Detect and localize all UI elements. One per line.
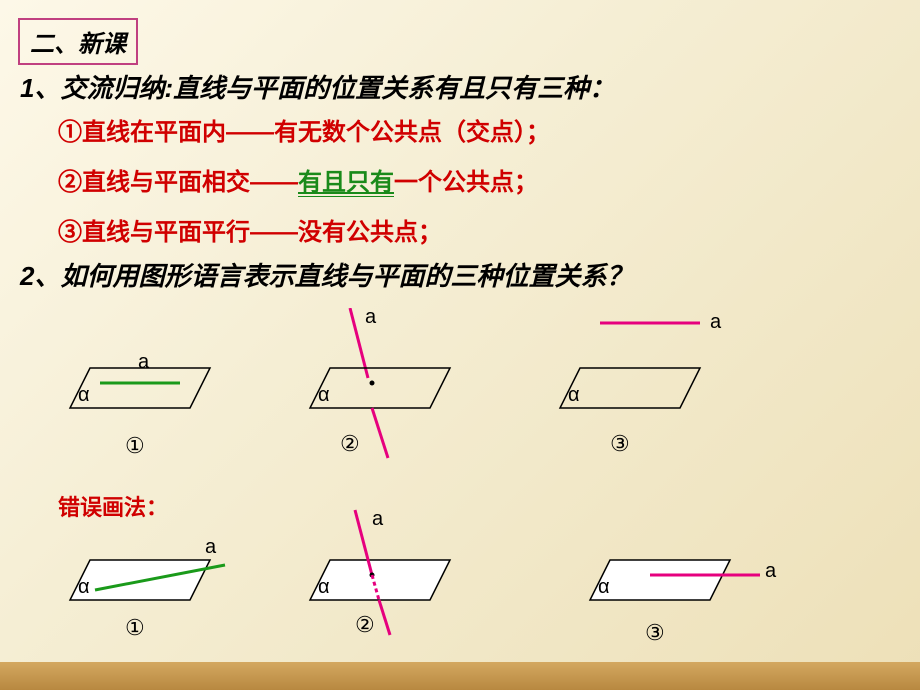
wrong-diagram-3: a α ③	[560, 520, 780, 620]
label-alpha-3: α	[568, 384, 580, 407]
label-alpha-1: α	[78, 384, 90, 407]
label-a-2: a	[365, 306, 376, 329]
wrong-label-circled-2: ②	[355, 612, 375, 638]
wrong-label-alpha-2: α	[318, 576, 330, 599]
sub2-post: 一个公共点；	[394, 169, 538, 196]
diagram-2-line-intersects: a α ②	[280, 308, 480, 468]
wrong-label-alpha-3: α	[598, 576, 610, 599]
wrong-label-a-3: a	[765, 560, 776, 583]
wrong-label-a-1: a	[205, 536, 216, 559]
diagram-row-wrong: a α ① a α ② a α ③	[0, 520, 920, 675]
diagram-1-svg	[40, 348, 220, 438]
wrong-diagram-2: a α ②	[280, 500, 480, 650]
sub-point-1: ①直线在平面内——有无数个公共点（交点）；	[58, 112, 550, 147]
label-a-3: a	[710, 311, 721, 334]
label-circled-2: ②	[340, 431, 360, 457]
point-2: 2、如何用图形语言表示直线与平面的三种位置关系？	[20, 258, 720, 294]
section-title: 二、新课	[18, 18, 138, 65]
wrong-label-a-2: a	[372, 508, 383, 531]
label-circled-3: ③	[610, 431, 630, 457]
sub2-pre: ②直线与平面相交——	[58, 169, 298, 196]
bottom-bar	[0, 662, 920, 690]
diagram-2-svg	[280, 308, 480, 468]
diagram-3-line-parallel: a α ③	[530, 308, 750, 438]
wrong-label-circled-3: ③	[645, 620, 665, 646]
wrong-drawing-label: 错误画法：	[58, 490, 168, 522]
wrong-diagram-3-svg	[560, 520, 780, 620]
point-1: 1、交流归纳:直线与平面的位置关系有且只有三种：	[20, 68, 615, 105]
label-a-1: a	[138, 351, 149, 374]
label-circled-1: ①	[125, 433, 145, 459]
wrong-diagram-1-svg	[40, 520, 240, 620]
wrong-diagram-1: a α ①	[40, 520, 240, 620]
diagram-1-line-in-plane: a α ①	[40, 348, 220, 438]
sub-point-2: ②直线与平面相交——有且只有一个公共点；	[58, 162, 538, 197]
sub-point-3: ③直线与平面平行——没有公共点；	[58, 212, 442, 247]
diagram-row-correct: a α ① a α ② a α ③	[0, 308, 920, 463]
sub2-green: 有且只有	[298, 169, 394, 197]
label-alpha-2: α	[318, 384, 330, 407]
wrong-label-circled-1: ①	[125, 615, 145, 641]
wrong-label-alpha-1: α	[78, 576, 90, 599]
